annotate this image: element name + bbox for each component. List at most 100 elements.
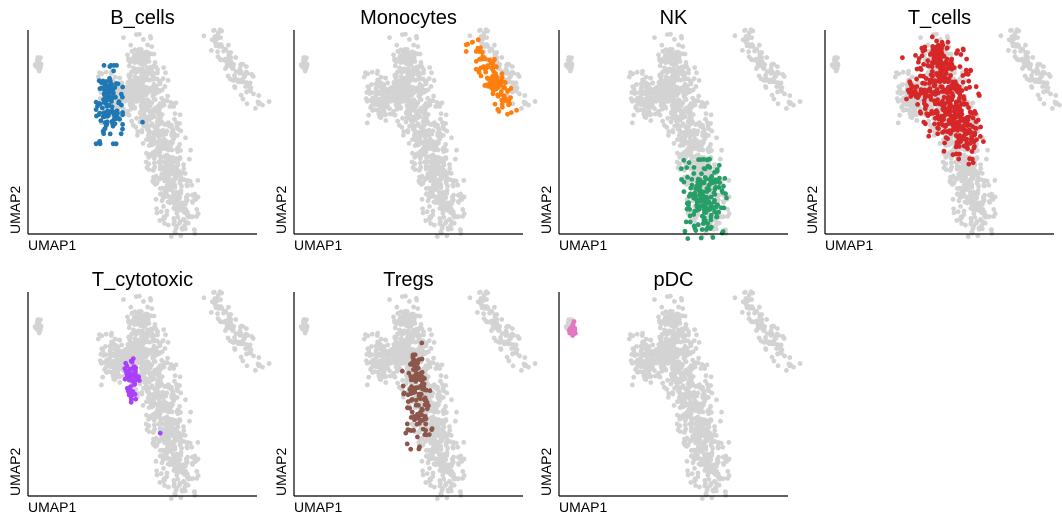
- background-point: [670, 104, 675, 110]
- background-point: [454, 147, 459, 153]
- background-point: [1041, 89, 1047, 95]
- background-point: [689, 156, 695, 161]
- cell-point: [463, 49, 469, 54]
- background-point: [909, 115, 915, 120]
- background-point: [423, 101, 429, 106]
- background-point: [395, 118, 400, 124]
- background-point: [187, 178, 193, 184]
- background-point: [179, 183, 185, 189]
- background-point: [1036, 61, 1041, 67]
- background-point: [775, 70, 781, 76]
- background-point: [904, 102, 910, 107]
- background-point: [145, 107, 151, 113]
- background-point: [125, 93, 131, 99]
- cell-point: [925, 58, 931, 64]
- background-point: [682, 95, 688, 101]
- cell-point: [966, 161, 972, 167]
- background-point: [989, 191, 995, 197]
- background-point: [143, 49, 149, 55]
- background-point: [637, 107, 643, 113]
- background-point: [1040, 84, 1045, 89]
- background-point: [759, 50, 765, 55]
- cell-point: [948, 73, 953, 78]
- background-point: [691, 127, 697, 133]
- background-point: [672, 37, 677, 42]
- background-point: [135, 97, 140, 103]
- background-point: [400, 115, 405, 121]
- background-point: [171, 189, 176, 195]
- cell-point: [93, 99, 99, 105]
- background-point: [443, 172, 448, 178]
- background-point: [787, 93, 793, 98]
- background-point: [439, 176, 445, 181]
- background-point: [402, 67, 407, 73]
- background-point: [440, 133, 446, 138]
- cell-point: [106, 103, 112, 108]
- background-point: [439, 100, 445, 106]
- background-point: [222, 56, 228, 62]
- background-point: [155, 117, 161, 123]
- background-point: [962, 177, 968, 183]
- background-point: [759, 58, 765, 64]
- cell-point: [508, 95, 513, 100]
- background-point: [443, 112, 449, 118]
- background-point: [449, 135, 454, 141]
- cell-point: [938, 100, 944, 106]
- background-point: [948, 51, 954, 57]
- background-point: [126, 112, 132, 118]
- background-point: [665, 115, 670, 121]
- cell-point: [938, 59, 944, 64]
- background-point: [971, 223, 976, 229]
- background-point: [244, 64, 249, 69]
- background-point: [913, 112, 919, 118]
- background-point: [641, 110, 647, 116]
- background-point: [153, 196, 159, 202]
- background-point: [714, 135, 719, 141]
- background-point: [485, 28, 491, 34]
- cell-point: [688, 185, 694, 191]
- background-point: [223, 47, 228, 52]
- background-point: [37, 64, 43, 70]
- cell-point: [705, 163, 711, 169]
- background-point: [164, 208, 170, 214]
- background-point: [173, 156, 179, 162]
- cell-point: [941, 73, 947, 79]
- background-point: [664, 78, 670, 84]
- cell-point: [929, 69, 935, 74]
- background-point: [124, 86, 130, 92]
- background-point: [406, 75, 412, 80]
- background-point: [160, 193, 166, 199]
- background-point: [403, 119, 409, 125]
- cell-point: [499, 97, 505, 103]
- background-point: [413, 100, 419, 105]
- cell-point: [929, 34, 935, 40]
- cell-point: [953, 101, 959, 107]
- cell-point: [975, 117, 981, 123]
- cell-point: [929, 64, 935, 70]
- cell-point: [697, 192, 702, 198]
- background-point: [182, 222, 188, 228]
- background-point: [417, 166, 423, 172]
- background-point: [405, 104, 410, 110]
- cell-point: [111, 116, 117, 122]
- cell-point: [942, 140, 947, 146]
- background-point: [150, 87, 156, 93]
- cell-point: [934, 46, 940, 52]
- cell-point: [495, 107, 501, 112]
- background-point: [409, 118, 415, 124]
- background-point: [970, 100, 976, 106]
- cell-point: [685, 236, 691, 242]
- background-point: [673, 84, 679, 90]
- background-point: [522, 93, 528, 98]
- cell-point: [707, 177, 713, 183]
- cell-point: [699, 171, 704, 177]
- background-point: [165, 153, 171, 159]
- background-point: [184, 194, 189, 200]
- background-point: [137, 31, 142, 37]
- cell-point: [491, 69, 496, 74]
- background-point: [131, 65, 136, 71]
- background-point: [443, 121, 448, 126]
- cell-point: [689, 177, 695, 182]
- cell-point: [944, 46, 950, 51]
